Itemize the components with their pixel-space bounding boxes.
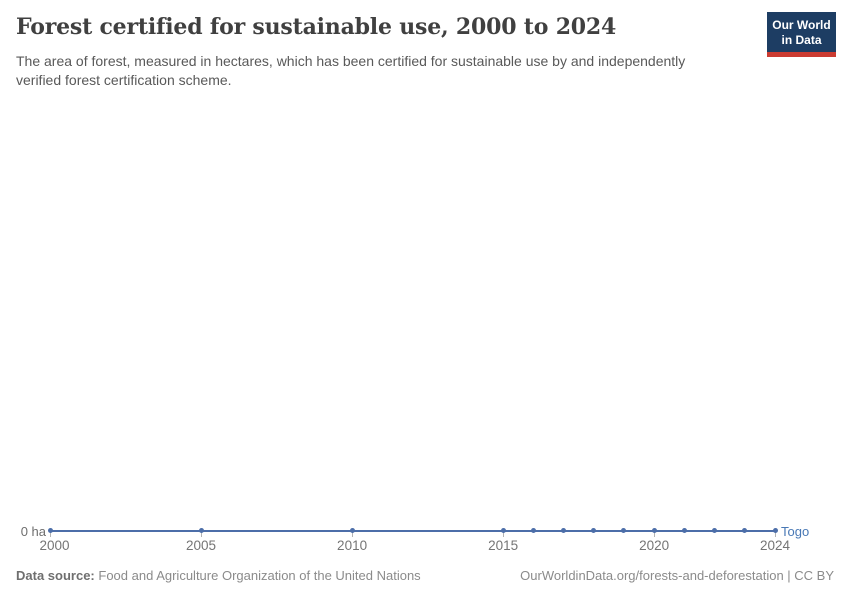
data-point-2010[interactable]: [349, 528, 355, 533]
data-source-label: Data source:: [16, 568, 95, 583]
owid-logo-stripe: [767, 52, 836, 57]
data-point-2005[interactable]: [198, 528, 204, 533]
x-axis-tick-2024: [775, 532, 776, 537]
data-point-2016[interactable]: [530, 528, 536, 533]
data-point-2000[interactable]: [47, 528, 53, 533]
chart-footer: Data source: Food and Agriculture Organi…: [16, 568, 834, 583]
data-point-2019[interactable]: [621, 528, 627, 533]
x-axis-tick-2010: [352, 532, 354, 537]
x-axis-label-2015: 2015: [488, 538, 519, 553]
owid-logo: Our World in Data: [767, 12, 836, 57]
x-axis-tick-2020: [654, 532, 656, 537]
x-axis-tick-2000: [50, 532, 51, 537]
data-point-2020[interactable]: [651, 528, 657, 533]
owid-logo-line2: in Data: [781, 32, 822, 47]
x-axis-label-2020: 2020: [639, 538, 670, 553]
y-axis-zero-label: 0 ha: [20, 524, 46, 539]
x-axis-tick-2015: [503, 532, 505, 537]
data-point-2022[interactable]: [712, 528, 718, 533]
entity-label[interactable]: Togo: [781, 524, 810, 539]
data-point-2024[interactable]: [772, 528, 778, 533]
x-axis-tick-2005: [201, 532, 203, 537]
x-axis-label-2024: 2024: [759, 538, 791, 553]
data-source-text: Food and Agriculture Organization of the…: [98, 568, 421, 583]
chart-title: Forest certified for sustainable use, 20…: [16, 14, 617, 40]
owid-logo-line1: Our World: [772, 18, 831, 32]
chart-subtitle: The area of forest, measured in hectares…: [16, 53, 686, 88]
series-line: [50, 530, 775, 532]
data-point-2021[interactable]: [681, 528, 687, 533]
data-point-2023[interactable]: [742, 528, 748, 533]
data-point-2017[interactable]: [561, 528, 567, 533]
data-point-2015[interactable]: [500, 528, 506, 533]
data-point-2018[interactable]: [591, 528, 597, 533]
x-axis-label-2010: 2010: [337, 538, 368, 553]
x-axis-label-2005: 2005: [186, 538, 217, 553]
data-source-note: Data source: Food and Agriculture Organi…: [16, 568, 421, 583]
footer-link-license[interactable]: OurWorldinData.org/forests-and-deforesta…: [520, 568, 834, 583]
x-axis-label-2000: 2000: [39, 538, 70, 553]
